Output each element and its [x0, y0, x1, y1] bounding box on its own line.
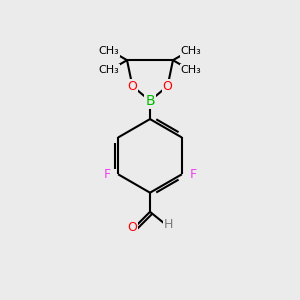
Text: CH₃: CH₃	[99, 65, 119, 75]
Text: CH₃: CH₃	[181, 46, 201, 56]
Text: O: O	[163, 80, 172, 93]
Text: O: O	[127, 220, 137, 234]
Text: B: B	[145, 94, 155, 108]
Text: F: F	[103, 168, 110, 181]
Text: O: O	[128, 80, 137, 93]
Text: F: F	[190, 168, 196, 181]
Text: CH₃: CH₃	[99, 46, 119, 56]
Text: CH₃: CH₃	[181, 65, 201, 75]
Text: H: H	[164, 218, 173, 231]
